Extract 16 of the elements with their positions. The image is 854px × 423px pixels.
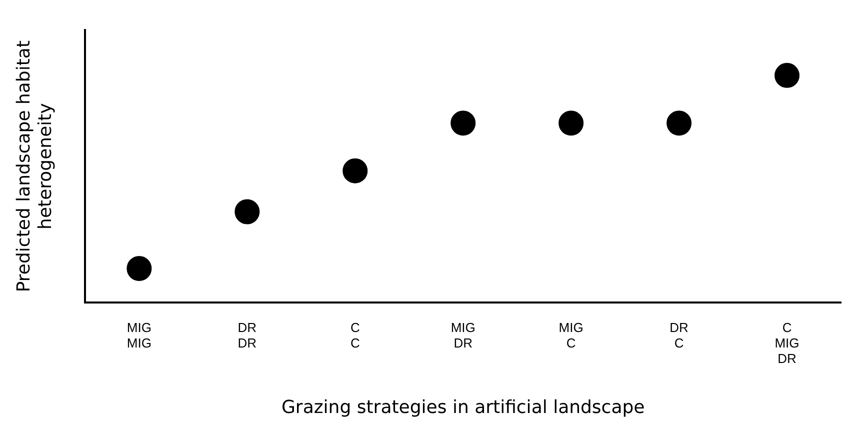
x-tick-label: MIG C bbox=[558, 320, 584, 351]
point bbox=[666, 110, 692, 136]
x-tick-label: MIG MIG bbox=[126, 320, 152, 351]
point bbox=[126, 256, 152, 282]
x-tick-label: C C bbox=[350, 320, 360, 351]
y-axis-title: Predicted landscape habitat heterogeneity bbox=[13, 40, 56, 292]
point bbox=[558, 110, 584, 136]
x-tick-label: DR C bbox=[670, 320, 688, 351]
point bbox=[342, 158, 368, 184]
x-tick-label: MIG DR bbox=[450, 320, 476, 351]
x-tick-label: C MIG DR bbox=[774, 320, 800, 366]
point bbox=[450, 110, 476, 136]
point bbox=[234, 199, 260, 224]
x-tick-label: DR DR bbox=[238, 320, 257, 351]
x-axis-title: Grazing strategies in artificial landscape bbox=[281, 396, 645, 418]
point bbox=[774, 62, 800, 88]
